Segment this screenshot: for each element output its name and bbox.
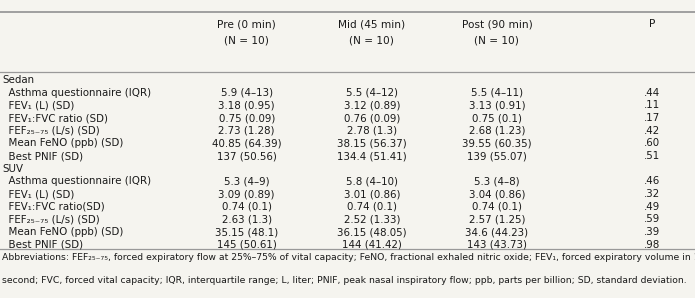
Text: FEF₂₅₋₇₅ (L/s) (SD): FEF₂₅₋₇₅ (L/s) (SD): [2, 126, 100, 136]
Text: Abbreviations: FEF₂₅₋₇₅, forced expiratory flow at 25%–75% of vital capacity; Fe: Abbreviations: FEF₂₅₋₇₅, forced expirato…: [2, 253, 695, 262]
Text: .46: .46: [644, 176, 660, 187]
Text: 0.75 (0.1): 0.75 (0.1): [472, 113, 522, 123]
Text: .32: .32: [644, 189, 660, 199]
Text: 3.18 (0.95): 3.18 (0.95): [218, 100, 275, 111]
Text: 35.15 (48.1): 35.15 (48.1): [215, 227, 279, 237]
Text: .98: .98: [644, 240, 660, 250]
Text: FEV₁:FVC ratio (SD): FEV₁:FVC ratio (SD): [2, 113, 108, 123]
Text: 0.74 (0.1): 0.74 (0.1): [472, 202, 522, 212]
Text: .44: .44: [644, 88, 660, 98]
Text: 34.6 (44.23): 34.6 (44.23): [466, 227, 528, 237]
Text: 2.78 (1.3): 2.78 (1.3): [347, 126, 397, 136]
Text: 39.55 (60.35): 39.55 (60.35): [462, 138, 532, 148]
Text: 2.52 (1.33): 2.52 (1.33): [343, 214, 400, 224]
Text: (N = 10): (N = 10): [224, 36, 269, 46]
Text: .11: .11: [644, 100, 660, 111]
Text: 36.15 (48.05): 36.15 (48.05): [337, 227, 407, 237]
Text: 40.85 (64.39): 40.85 (64.39): [212, 138, 281, 148]
Text: 3.13 (0.91): 3.13 (0.91): [468, 100, 525, 111]
Text: 2.57 (1.25): 2.57 (1.25): [468, 214, 525, 224]
Text: 0.76 (0.09): 0.76 (0.09): [343, 113, 400, 123]
Text: FEV₁:FVC ratio(SD): FEV₁:FVC ratio(SD): [2, 202, 105, 212]
Text: 2.68 (1.23): 2.68 (1.23): [468, 126, 525, 136]
Text: .51: .51: [644, 151, 660, 161]
Text: 5.8 (4–10): 5.8 (4–10): [346, 176, 398, 187]
Text: FEV₁ (L) (SD): FEV₁ (L) (SD): [2, 189, 74, 199]
Text: 143 (43.73): 143 (43.73): [467, 240, 527, 250]
Text: .60: .60: [644, 138, 660, 148]
Text: 5.9 (4–13): 5.9 (4–13): [221, 88, 272, 98]
Text: .59: .59: [644, 214, 660, 224]
Text: 3.12 (0.89): 3.12 (0.89): [343, 100, 400, 111]
Text: FEV₁ (L) (SD): FEV₁ (L) (SD): [2, 100, 74, 111]
Text: .39: .39: [644, 227, 660, 237]
Text: (N = 10): (N = 10): [475, 36, 519, 46]
Text: 145 (50.61): 145 (50.61): [217, 240, 277, 250]
Text: 5.5 (4–12): 5.5 (4–12): [346, 88, 398, 98]
Text: Best PNIF (SD): Best PNIF (SD): [2, 151, 83, 161]
Text: 2.63 (1.3): 2.63 (1.3): [222, 214, 272, 224]
Text: Asthma questionnaire (IQR): Asthma questionnaire (IQR): [2, 176, 152, 187]
Text: .49: .49: [644, 202, 660, 212]
Text: Sedan: Sedan: [2, 75, 34, 85]
Text: 5.3 (4–8): 5.3 (4–8): [474, 176, 520, 187]
Text: .17: .17: [644, 113, 660, 123]
Text: 134.4 (51.41): 134.4 (51.41): [337, 151, 407, 161]
Text: 144 (41.42): 144 (41.42): [342, 240, 402, 250]
Text: Mean FeNO (ppb) (SD): Mean FeNO (ppb) (SD): [2, 138, 124, 148]
Text: Asthma questionnaire (IQR): Asthma questionnaire (IQR): [2, 88, 152, 98]
Text: second; FVC, forced vital capacity; IQR, interquartile range; L, liter; PNIF, pe: second; FVC, forced vital capacity; IQR,…: [2, 276, 687, 285]
Text: 2.73 (1.28): 2.73 (1.28): [218, 126, 275, 136]
Text: P: P: [648, 19, 655, 30]
Text: Mid (45 min): Mid (45 min): [338, 19, 405, 30]
Text: FEF₂₅₋₇₅ (L/s) (SD): FEF₂₅₋₇₅ (L/s) (SD): [2, 214, 100, 224]
Text: 0.74 (0.1): 0.74 (0.1): [347, 202, 397, 212]
Text: 38.15 (56.37): 38.15 (56.37): [337, 138, 407, 148]
Text: Post (90 min): Post (90 min): [461, 19, 532, 30]
Text: Best PNIF (SD): Best PNIF (SD): [2, 240, 83, 250]
Text: SUV: SUV: [2, 164, 23, 174]
Text: Pre (0 min): Pre (0 min): [218, 19, 276, 30]
Text: 0.74 (0.1): 0.74 (0.1): [222, 202, 272, 212]
Text: 3.04 (0.86): 3.04 (0.86): [468, 189, 525, 199]
Text: 0.75 (0.09): 0.75 (0.09): [218, 113, 275, 123]
Text: 139 (55.07): 139 (55.07): [467, 151, 527, 161]
Text: 137 (50.56): 137 (50.56): [217, 151, 277, 161]
Text: 3.01 (0.86): 3.01 (0.86): [343, 189, 400, 199]
Text: 5.5 (4–11): 5.5 (4–11): [471, 88, 523, 98]
Text: 5.3 (4–9): 5.3 (4–9): [224, 176, 270, 187]
Text: Mean FeNO (ppb) (SD): Mean FeNO (ppb) (SD): [2, 227, 124, 237]
Text: 3.09 (0.89): 3.09 (0.89): [218, 189, 275, 199]
Text: .42: .42: [644, 126, 660, 136]
Text: (N = 10): (N = 10): [350, 36, 394, 46]
